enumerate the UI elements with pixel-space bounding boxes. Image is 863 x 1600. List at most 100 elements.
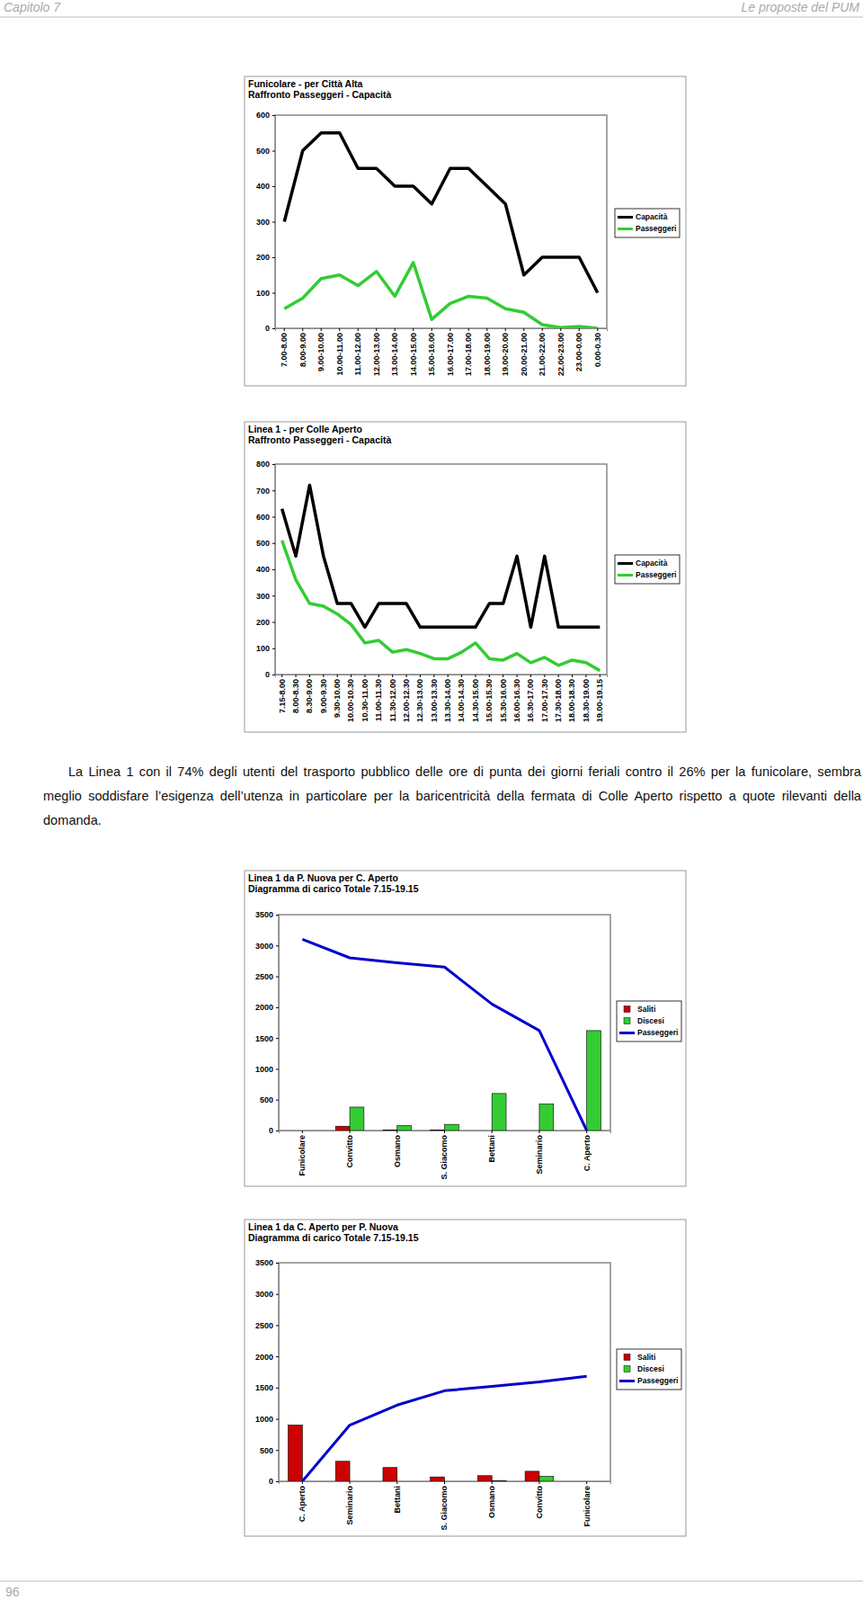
x-tick: 9.00-10.00 — [316, 328, 326, 372]
bar — [288, 1129, 303, 1131]
x-tick-label: 14.30-15.00 — [471, 678, 481, 722]
marks — [302, 938, 601, 1130]
marks — [282, 484, 601, 670]
y-tick: 0 — [268, 1125, 279, 1135]
y-tick: 1500 — [255, 1033, 279, 1043]
bar — [302, 1480, 317, 1482]
x-tick: 13.30-14.00 — [443, 674, 453, 722]
x-tick-mark — [538, 1480, 540, 1484]
chart-border — [244, 870, 686, 1186]
legend: CapacitàPasseggeri — [614, 208, 680, 238]
x-tick-label: 8.00-8.30 — [291, 678, 301, 713]
x-tick-label: 18.00-19.00 — [482, 332, 492, 376]
plot-frame — [278, 914, 611, 1130]
y-tick-mark — [275, 1262, 279, 1264]
x-tick: Seminario — [534, 1129, 544, 1175]
bar — [382, 1467, 398, 1481]
y-tick-label: 500 — [259, 1445, 274, 1455]
bar — [382, 1129, 398, 1130]
y-tick-mark — [272, 151, 276, 152]
x-tick: 20.00-21.00 — [519, 328, 529, 376]
y-tick-label: 200 — [256, 252, 270, 262]
x-tick: 18.00-19.00 — [482, 328, 492, 376]
legend-label: Capacità — [635, 558, 668, 568]
y-tick: 600 — [256, 512, 276, 522]
x-tick: C. Aperto — [582, 1129, 592, 1171]
chart-subtitle: Diagramma di carico Totale 7.15-19.15 — [248, 1231, 419, 1243]
y-tick: 0 — [265, 669, 276, 679]
y-tick-mark — [275, 914, 279, 916]
y-axis-line — [272, 115, 276, 330]
x-tick-mark — [302, 1129, 303, 1133]
x-tick: Bettani — [487, 1129, 497, 1163]
legend-swatch — [623, 1365, 631, 1372]
y-tick: 0 — [268, 1476, 279, 1486]
x-tick-mark — [447, 674, 449, 677]
x-tick-mark — [349, 1480, 351, 1484]
x-tick: 15.00-15.30 — [484, 674, 494, 722]
x-tick: 17.00-17.30 — [540, 674, 550, 722]
x-tick-label: 17.30-18.00 — [553, 678, 563, 722]
x-tick-label: Bettani — [392, 1485, 402, 1513]
x-tick: 12.00-12.30 — [401, 674, 411, 722]
y-tick-mark — [272, 186, 276, 187]
x-tick-label: 23.00-0.00 — [574, 332, 584, 372]
x-tick: 10.00-11.00 — [335, 328, 345, 376]
y-tick-label: 1500 — [255, 1382, 274, 1392]
x-tick: S. Giacomo — [439, 1480, 449, 1531]
y-tick: 1000 — [255, 1414, 279, 1424]
x-tick-mark — [505, 328, 507, 331]
x-tick-mark — [375, 328, 377, 331]
x-tick-mark — [538, 1129, 540, 1133]
chart-subtitle: Diagramma di carico Totale 7.15-19.15 — [248, 882, 419, 894]
legend-label: Saliti — [637, 1352, 656, 1362]
x-tick: 16.00-16.30 — [512, 674, 522, 722]
x-tick-label: Funicolare — [297, 1134, 307, 1176]
legend-box — [614, 554, 680, 584]
x-tick-label: C. Aperto — [582, 1134, 592, 1172]
x-tick: 11.00-11.30 — [373, 674, 383, 721]
x-tick-label: 16.00-16.30 — [512, 678, 522, 722]
y-axis-line — [275, 915, 280, 1131]
x-tick: 18.00-18.30 — [567, 674, 577, 722]
chart-border — [244, 421, 686, 732]
y-tick: 400 — [256, 564, 276, 574]
page-number: 96 — [5, 1583, 20, 1599]
y-tick-label: 0 — [268, 1125, 274, 1135]
x-tick-mark — [461, 674, 463, 677]
x-axis-line — [275, 675, 608, 678]
bar — [539, 1475, 554, 1481]
x-tick-label: S. Giacomo — [439, 1134, 449, 1180]
x-tick: 19.00-19.15 — [595, 674, 605, 722]
y-tick-mark — [275, 1387, 279, 1388]
x-tick-label: 11.30-12.00 — [388, 678, 398, 722]
x-tick-label: Seminario — [534, 1133, 544, 1174]
x-tick: Funicolare — [582, 1480, 592, 1527]
chart: Linea 1 da P. Nuova per C. ApertoDiagram… — [244, 870, 686, 1186]
x-tick-mark — [391, 674, 393, 677]
header-rule — [0, 17, 863, 18]
x-tick: 11.00-12.00 — [353, 328, 363, 376]
x-tick: S. Giacomo — [439, 1129, 449, 1180]
y-tick-label: 500 — [256, 146, 270, 156]
y-tick-mark — [275, 1129, 279, 1131]
bar — [477, 1129, 492, 1131]
y-tick: 400 — [256, 181, 276, 191]
x-tick-label: 11.00-12.00 — [353, 332, 363, 376]
y-tick: 300 — [256, 591, 276, 601]
y-tick-mark — [275, 1293, 279, 1295]
x-tick-label: Bettani — [487, 1134, 497, 1163]
legend-swatch — [617, 573, 633, 577]
x-tick-label: 0.00-0.30 — [593, 332, 603, 367]
x-tick: Osmano — [487, 1480, 497, 1518]
y-tick-mark — [272, 328, 276, 330]
x-tick-mark — [284, 328, 285, 331]
plot-frame — [278, 1262, 611, 1481]
x-tick-label: 12.00-12.30 — [401, 678, 411, 722]
y-tick: 200 — [256, 617, 276, 627]
y-tick-mark — [275, 1006, 279, 1008]
chart: Linea 1 da C. Aperto per P. NuovaDiagram… — [244, 1218, 686, 1536]
y-tick: 2500 — [255, 1320, 279, 1330]
y-tick-mark — [275, 976, 279, 978]
x-tick-mark — [586, 1480, 588, 1484]
